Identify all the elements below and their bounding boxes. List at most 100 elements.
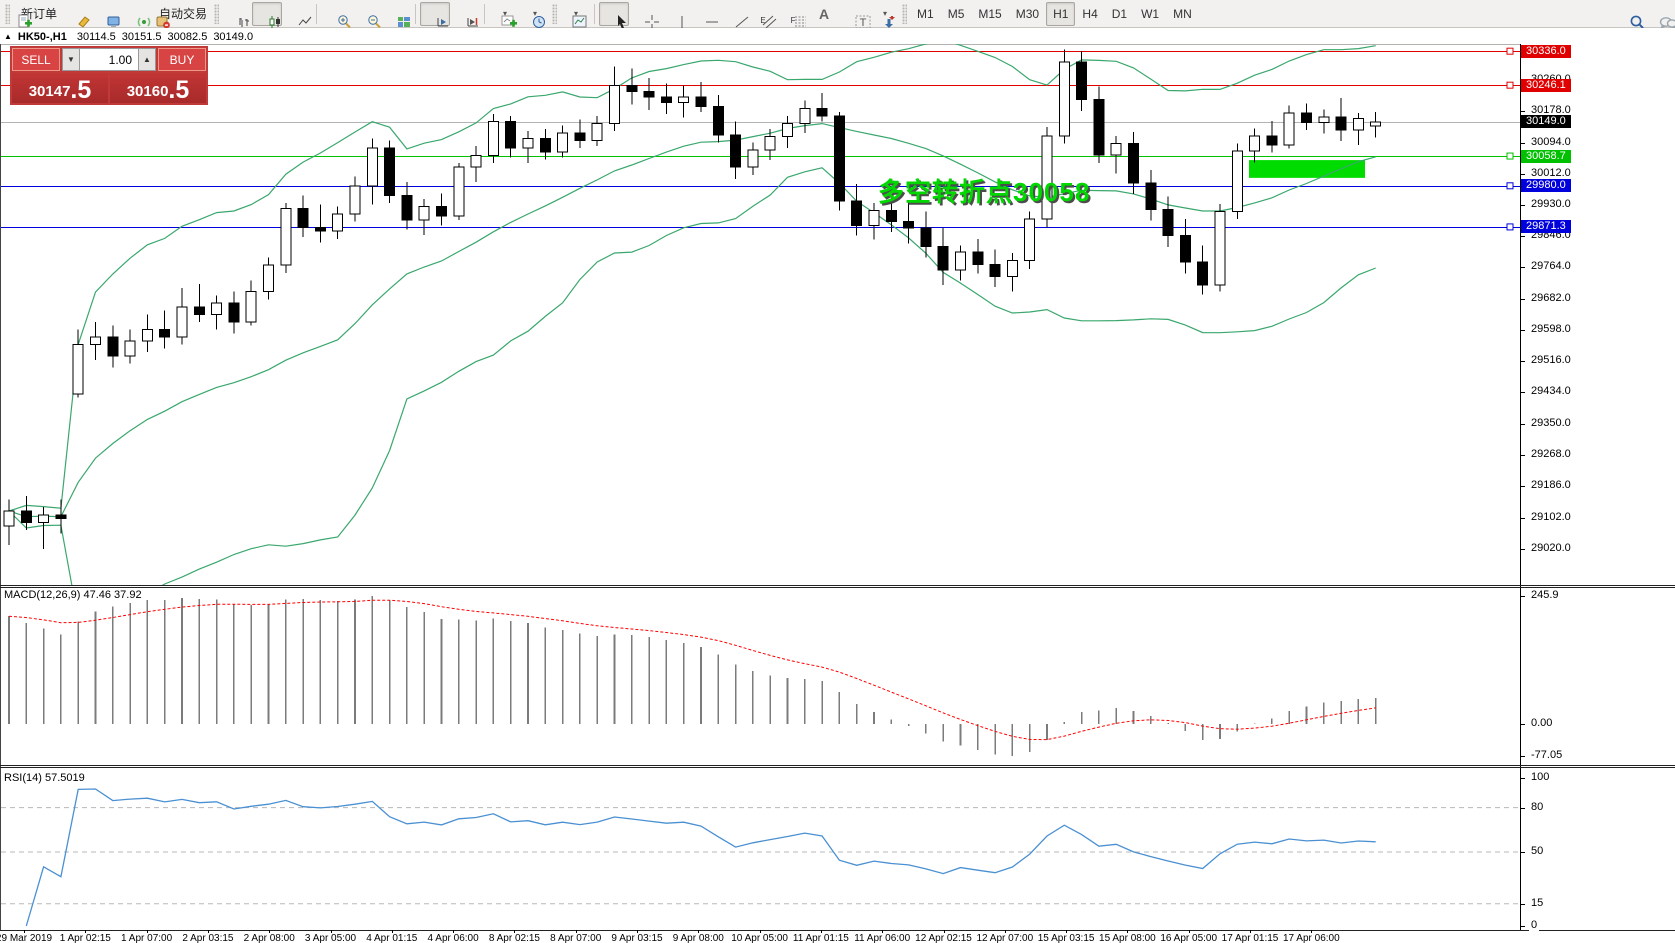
window-collapse-icon[interactable]: ▲ bbox=[4, 32, 12, 41]
one-click-trading-panel: SELL ▼ 1.00 ▲ BUY 30147 .5 30160 .5 bbox=[10, 46, 208, 105]
price-tick-label: 29764.0 bbox=[1529, 260, 1573, 273]
templates-dropdown-icon[interactable]: ▾ bbox=[574, 9, 579, 18]
time-label: 9 Apr 03:15 bbox=[611, 933, 663, 943]
buy-price[interactable]: 30160 .5 bbox=[110, 73, 206, 103]
timeframe-h4-button[interactable]: H4 bbox=[1082, 6, 1098, 21]
templates-button[interactable]: ▾ bbox=[560, 2, 590, 27]
time-label: 11 Apr 01:15 bbox=[792, 933, 849, 943]
panel-divider[interactable] bbox=[0, 587, 1675, 588]
auto-trading-label: 自动交易 bbox=[159, 7, 208, 21]
text-label-button[interactable]: T bbox=[839, 2, 871, 29]
vertical-line-button[interactable] bbox=[659, 2, 689, 28]
toolbar-grip[interactable] bbox=[902, 3, 908, 24]
search-button[interactable] bbox=[1613, 2, 1644, 29]
channel-tag: E bbox=[760, 15, 766, 25]
chart-shift-button[interactable] bbox=[450, 2, 480, 26]
time-tick bbox=[330, 930, 332, 933]
rsi-label: RSI(14) 57.5019 bbox=[4, 772, 85, 784]
timeframe-m30-button[interactable]: M30 bbox=[1015, 6, 1040, 21]
time-tick bbox=[391, 930, 393, 933]
indicators-dropdown-icon[interactable]: ▾ bbox=[503, 9, 508, 18]
signals-button[interactable] bbox=[121, 2, 151, 26]
macd-panel-canvas[interactable] bbox=[1, 588, 1520, 764]
equidistant-channel-button[interactable]: E bbox=[749, 2, 779, 28]
fibonacci-button[interactable]: F bbox=[779, 2, 809, 26]
highlight-rect[interactable] bbox=[1249, 160, 1365, 178]
time-label: 8 Apr 07:00 bbox=[550, 933, 602, 943]
chart-symbol-period: HK50-,H1 bbox=[17, 30, 67, 43]
rsi-axis-label: 100 bbox=[1529, 771, 1552, 783]
level-price-badge: 30336.0 bbox=[1521, 44, 1571, 58]
price-tick-label: 30094.0 bbox=[1529, 135, 1573, 148]
main-chart-canvas[interactable] bbox=[1, 44, 1520, 585]
panel-divider[interactable] bbox=[0, 585, 1675, 586]
zoom-out-button[interactable] bbox=[351, 2, 381, 28]
auto-scroll-button[interactable] bbox=[420, 1, 451, 26]
line-chart-button[interactable] bbox=[282, 2, 312, 26]
auto-trading-button[interactable]: 自动交易 bbox=[151, 2, 211, 28]
time-tick bbox=[453, 930, 455, 933]
sell-button[interactable]: SELL bbox=[12, 48, 60, 71]
rsi-axis-label: 0 bbox=[1529, 919, 1540, 931]
price-axis[interactable]: 30260.030178.030094.030012.029930.029846… bbox=[1520, 28, 1675, 943]
volume-increase-button[interactable]: ▲ bbox=[138, 48, 156, 71]
time-label: 12 Apr 07:00 bbox=[976, 933, 1034, 943]
timeframe-mn-button[interactable]: MN bbox=[1173, 6, 1192, 21]
bar-chart-button[interactable] bbox=[222, 2, 252, 27]
chat-button[interactable] bbox=[1643, 2, 1675, 30]
crosshair-button[interactable] bbox=[629, 2, 660, 29]
timeframe-h1-button[interactable]: H1 bbox=[1046, 1, 1076, 26]
rsi-axis-label: 80 bbox=[1529, 800, 1546, 813]
arrows-dropdown-icon[interactable]: ▾ bbox=[883, 9, 888, 18]
price-tick-label: 29350.0 bbox=[1529, 417, 1573, 430]
indicators-button[interactable]: ▾ bbox=[489, 2, 519, 27]
chart-window: ▲ HK50-,H1 30114.5 30151.5 30082.5 30149… bbox=[0, 28, 1675, 943]
cursor-button[interactable] bbox=[599, 1, 630, 29]
time-tick bbox=[1311, 930, 1313, 933]
toolbar-grip[interactable] bbox=[214, 3, 220, 24]
plot-top-border bbox=[0, 44, 1521, 45]
pivot-annotation[interactable]: 多空转折点30058 bbox=[878, 177, 1091, 207]
rsi-panel-canvas[interactable] bbox=[1, 768, 1520, 930]
level-price-badge: 30058.7 bbox=[1521, 149, 1571, 163]
time-label: 8 Apr 02:15 bbox=[488, 933, 540, 943]
time-label: 11 Apr 06:00 bbox=[854, 933, 911, 943]
time-axis[interactable]: 29 Mar 2019 1 Apr 02:15 1 Apr 07:00 2 Apr 0… bbox=[0, 930, 1675, 943]
periods-button[interactable]: ▾ bbox=[519, 2, 549, 28]
buy-button[interactable]: BUY bbox=[158, 48, 206, 71]
panel-divider[interactable] bbox=[0, 765, 1675, 766]
time-label: 12 Apr 02:15 bbox=[915, 933, 972, 943]
volume-decrease-button[interactable]: ▼ bbox=[62, 48, 80, 71]
rsi-axis-tick bbox=[1520, 807, 1525, 809]
panel-divider[interactable] bbox=[0, 767, 1675, 768]
web-terminal-button[interactable] bbox=[91, 2, 121, 27]
timeframe-d1-button[interactable]: D1 bbox=[1111, 6, 1128, 21]
time-tick bbox=[1250, 930, 1251, 933]
toolbar-grip[interactable] bbox=[552, 3, 558, 24]
candlestick-chart-button[interactable] bbox=[252, 1, 283, 28]
arrows-button[interactable]: ▾ bbox=[869, 2, 899, 28]
timeframe-m5-button[interactable]: M5 bbox=[947, 6, 965, 21]
periods-dropdown-icon[interactable]: ▾ bbox=[533, 9, 538, 18]
time-label: 15 Apr 03:15 bbox=[1037, 933, 1095, 943]
main-toolbar: 新订单 自动交易 bbox=[0, 0, 1675, 30]
price-tick-label: 30012.0 bbox=[1529, 166, 1573, 179]
timeframe-m1-button[interactable]: M1 bbox=[917, 6, 934, 21]
sell-price[interactable]: 30147 .5 bbox=[12, 73, 108, 103]
rsi-axis-tick bbox=[1520, 903, 1525, 905]
toolbar-grip[interactable] bbox=[5, 3, 10, 24]
horizontal-line-button[interactable] bbox=[689, 2, 719, 26]
trendline-button[interactable] bbox=[719, 2, 749, 27]
timeframe-w1-button[interactable]: W1 bbox=[1141, 6, 1160, 21]
rsi-axis-tick bbox=[1520, 778, 1525, 779]
volume-input[interactable]: 1.00 bbox=[80, 48, 138, 71]
timeframe-m15-button[interactable]: M15 bbox=[978, 6, 1002, 21]
zoom-in-button[interactable] bbox=[321, 2, 351, 28]
new-order-button[interactable]: 新订单 bbox=[13, 2, 61, 27]
macd-axis-tick bbox=[1520, 596, 1525, 597]
text-button[interactable]: A bbox=[809, 2, 839, 26]
tile-windows-button[interactable] bbox=[381, 2, 411, 27]
time-label: 15 Apr 08:00 bbox=[1099, 933, 1156, 943]
market-watch-button[interactable] bbox=[61, 2, 91, 28]
price-tick-label: 29102.0 bbox=[1529, 510, 1573, 523]
